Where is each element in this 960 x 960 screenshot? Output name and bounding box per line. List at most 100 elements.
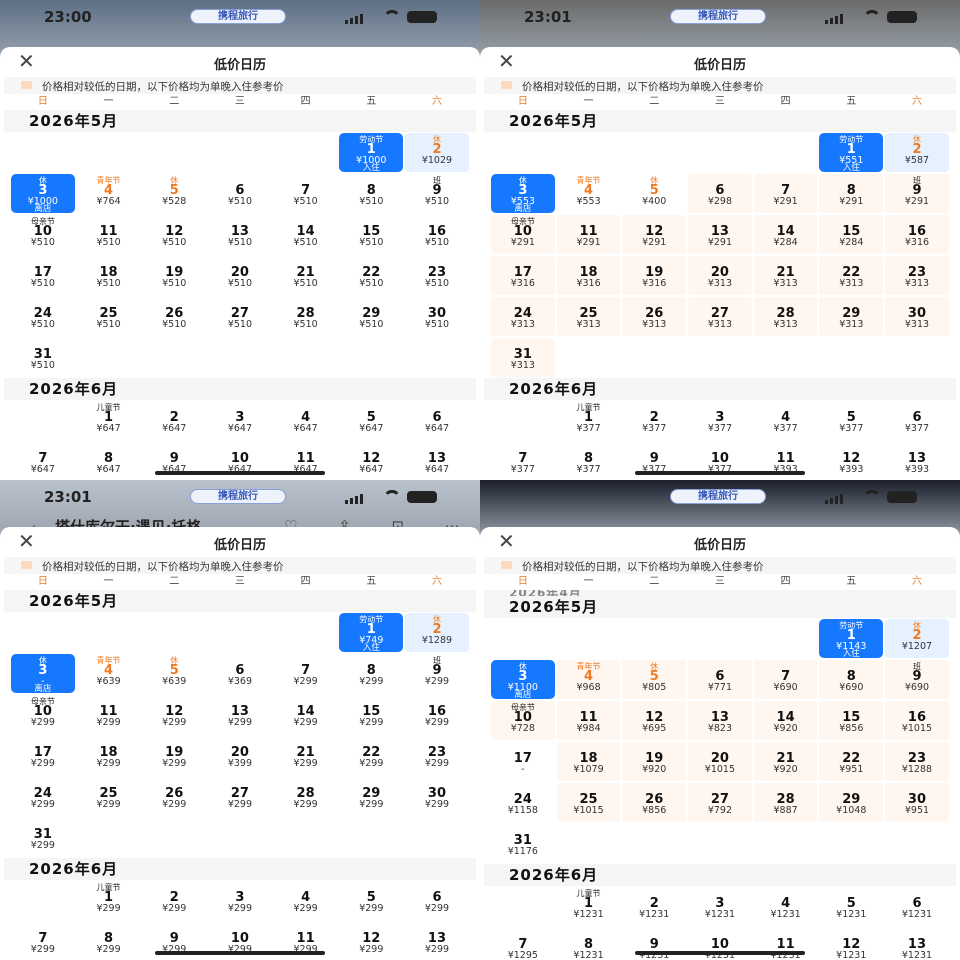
day-cell[interactable]: 20 ¥399 — [208, 736, 272, 775]
day-cell[interactable]: 30 ¥510 — [405, 297, 469, 336]
day-cell[interactable]: 2 ¥647 — [142, 401, 206, 440]
day-cell[interactable]: 28 ¥887 — [753, 783, 818, 822]
close-icon[interactable]: ✕ — [18, 49, 35, 73]
day-cell[interactable]: 青年节 4 ¥639 — [77, 654, 141, 693]
day-cell[interactable]: 18 ¥299 — [77, 736, 141, 775]
day-cell[interactable]: 28 ¥510 — [274, 297, 338, 336]
day-cell[interactable]: 休 2 ¥1207 — [885, 619, 949, 658]
day-cell[interactable]: 休 5 ¥528 — [142, 174, 206, 213]
day-cell[interactable]: 8 ¥1231 — [557, 928, 621, 960]
day-cell[interactable]: 9 ¥647 — [142, 442, 206, 480]
day-cell[interactable]: 16 ¥510 — [405, 215, 469, 254]
close-icon[interactable]: ✕ — [498, 529, 515, 553]
day-cell[interactable]: 12 ¥647 — [339, 442, 403, 480]
day-cell[interactable]: 7 ¥299 — [11, 922, 75, 960]
day-cell[interactable]: 31 ¥1176 — [491, 824, 555, 863]
day-cell[interactable]: 8 ¥690 — [819, 660, 884, 699]
day-cell[interactable]: 8 ¥647 — [77, 442, 141, 480]
day-cell[interactable]: 12 ¥393 — [819, 442, 883, 480]
day-cell[interactable]: 休 2 ¥587 — [885, 133, 949, 172]
day-cell[interactable]: 24 ¥1158 — [491, 783, 555, 822]
day-cell[interactable]: 20 ¥313 — [688, 256, 752, 295]
day-cell[interactable]: 15 ¥510 — [339, 215, 403, 254]
day-cell[interactable]: 11 ¥1231 — [754, 928, 818, 960]
day-cell[interactable]: 11 ¥510 — [77, 215, 141, 254]
day-cell[interactable]: 12 ¥299 — [339, 922, 403, 960]
day-cell[interactable]: 劳动节 1 ¥551 入住 — [819, 133, 884, 173]
day-cell[interactable]: 15 ¥299 — [339, 695, 403, 734]
day-cell[interactable]: 3 ¥299 — [208, 881, 272, 920]
day-cell[interactable]: 儿童节 1 ¥377 — [557, 401, 621, 440]
day-cell[interactable]: 17- — [491, 742, 555, 781]
day-cell[interactable]: 24 ¥299 — [11, 777, 75, 816]
day-cell[interactable]: 青年节 4 ¥764 — [77, 174, 141, 213]
day-cell[interactable]: 29 ¥313 — [819, 297, 884, 336]
day-cell[interactable]: 21 ¥313 — [753, 256, 818, 295]
day-cell[interactable]: 18 ¥1079 — [556, 742, 621, 781]
day-cell[interactable]: 31 ¥299 — [11, 818, 75, 857]
day-cell[interactable]: 6 ¥647 — [405, 401, 469, 440]
day-cell[interactable]: 25 ¥299 — [77, 777, 141, 816]
day-cell[interactable]: 12 ¥291 — [622, 215, 687, 254]
day-cell[interactable]: 13 ¥393 — [885, 442, 949, 480]
day-cell[interactable]: 5 ¥647 — [339, 401, 403, 440]
day-cell[interactable]: 15 ¥856 — [819, 701, 884, 740]
day-cell[interactable]: 母亲节 10 ¥510 — [11, 215, 75, 254]
day-cell[interactable]: 29 ¥510 — [339, 297, 403, 336]
day-cell[interactable]: 3 ¥647 — [208, 401, 272, 440]
day-cell[interactable]: 2 ¥299 — [142, 881, 206, 920]
day-cell[interactable]: 儿童节 1 ¥647 — [77, 401, 141, 440]
day-cell[interactable]: 7 ¥510 — [274, 174, 338, 213]
day-cell[interactable]: 休 3 ¥1000 离店 — [11, 174, 75, 214]
day-cell[interactable]: 休 2 ¥1029 — [405, 133, 469, 172]
day-cell[interactable]: 6 ¥298 — [688, 174, 752, 213]
day-cell[interactable]: 11 ¥393 — [754, 442, 818, 480]
day-cell[interactable]: 27 ¥792 — [688, 783, 752, 822]
close-icon[interactable]: ✕ — [18, 529, 35, 553]
day-cell[interactable]: 7 ¥291 — [753, 174, 818, 213]
day-cell[interactable]: 13 ¥299 — [405, 922, 469, 960]
day-cell[interactable]: 8 ¥377 — [557, 442, 621, 480]
day-cell[interactable]: 14 ¥510 — [274, 215, 338, 254]
day-cell[interactable]: 14 ¥284 — [753, 215, 818, 254]
day-cell[interactable]: 17 ¥316 — [491, 256, 555, 295]
day-cell[interactable]: 8 ¥291 — [819, 174, 884, 213]
day-cell[interactable]: 31 ¥313 — [491, 338, 555, 377]
day-cell[interactable]: 10 ¥299 — [208, 922, 272, 960]
day-cell[interactable]: 3 ¥377 — [688, 401, 752, 440]
day-cell[interactable]: 28 ¥299 — [274, 777, 338, 816]
day-cell[interactable]: 14 ¥920 — [753, 701, 818, 740]
day-cell[interactable]: 休 3- 离店 — [11, 654, 75, 694]
day-cell[interactable]: 母亲节 10 ¥291 — [491, 215, 555, 254]
day-cell[interactable]: 儿童节 1 ¥1231 — [557, 887, 621, 926]
day-cell[interactable]: 27 ¥313 — [688, 297, 752, 336]
day-cell[interactable]: 29 ¥299 — [339, 777, 403, 816]
day-cell[interactable]: 12 ¥1231 — [819, 928, 883, 960]
day-cell[interactable]: 26 ¥510 — [142, 297, 206, 336]
day-cell[interactable]: 26 ¥856 — [622, 783, 687, 822]
day-cell[interactable]: 25 ¥1015 — [556, 783, 621, 822]
day-cell[interactable]: 11 ¥299 — [77, 695, 141, 734]
day-cell[interactable]: 班 9 ¥291 — [885, 174, 949, 213]
day-cell[interactable]: 青年节 4 ¥553 — [557, 174, 621, 213]
day-cell[interactable]: 休 3 ¥1100 离店 — [491, 660, 555, 700]
day-cell[interactable]: 26 ¥299 — [142, 777, 206, 816]
day-cell[interactable]: 15 ¥284 — [819, 215, 884, 254]
day-cell[interactable]: 休 5 ¥400 — [622, 174, 686, 213]
day-cell[interactable]: 2 ¥1231 — [622, 887, 686, 926]
day-cell[interactable]: 17 ¥510 — [11, 256, 75, 295]
day-cell[interactable]: 6 ¥377 — [885, 401, 949, 440]
day-cell[interactable]: 5 ¥377 — [819, 401, 883, 440]
day-cell[interactable]: 20 ¥510 — [208, 256, 272, 295]
day-cell[interactable]: 23 ¥313 — [885, 256, 949, 295]
day-cell[interactable]: 28 ¥313 — [753, 297, 818, 336]
day-cell[interactable]: 11 ¥291 — [556, 215, 621, 254]
day-cell[interactable]: 18 ¥510 — [77, 256, 141, 295]
day-cell[interactable]: 16 ¥316 — [885, 215, 949, 254]
day-cell[interactable]: 21 ¥920 — [753, 742, 818, 781]
day-cell[interactable]: 13 ¥510 — [208, 215, 272, 254]
day-cell[interactable]: 10 ¥647 — [208, 442, 272, 480]
day-cell[interactable]: 13 ¥299 — [208, 695, 272, 734]
day-cell[interactable]: 31 ¥510 — [11, 338, 75, 377]
day-cell[interactable]: 4 ¥299 — [274, 881, 338, 920]
